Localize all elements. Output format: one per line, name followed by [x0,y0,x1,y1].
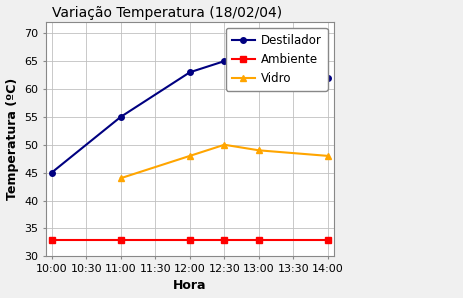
Vidro [325,154,330,158]
Destilador [325,76,330,80]
Destilador [49,171,54,174]
Vidro [118,176,123,180]
Ambiente [325,238,330,241]
Line: Destilador: Destilador [49,47,330,176]
X-axis label: Hora: Hora [173,280,206,292]
Ambiente [49,238,54,241]
Line: Vidro: Vidro [117,141,331,182]
Ambiente [118,238,123,241]
Destilador [256,48,261,52]
Vidro [187,154,192,158]
Destilador [221,59,227,63]
Y-axis label: Temperatura (ºC): Temperatura (ºC) [6,78,19,200]
Vidro [256,148,261,152]
Ambiente [221,238,227,241]
Text: Variação Temperatura (18/02/04): Variação Temperatura (18/02/04) [51,6,281,20]
Ambiente [187,238,192,241]
Destilador [187,71,192,74]
Line: Ambiente: Ambiente [49,237,330,242]
Legend: Destilador, Ambiente, Vidro: Destilador, Ambiente, Vidro [225,28,327,91]
Ambiente [256,238,261,241]
Destilador [118,115,123,119]
Vidro [221,143,227,147]
